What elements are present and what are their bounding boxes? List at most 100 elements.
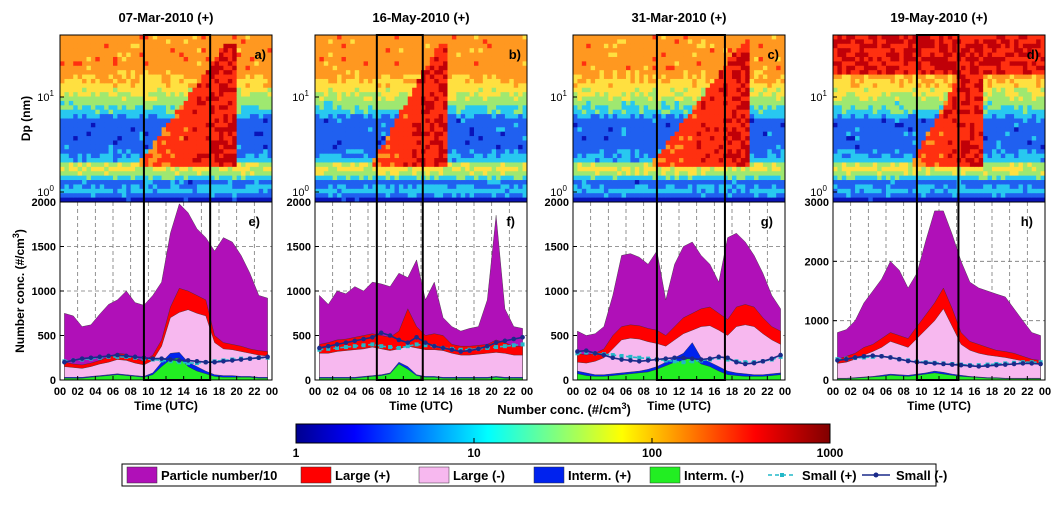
heatmap-cell bbox=[184, 44, 189, 49]
heatmap-cell bbox=[417, 75, 422, 80]
heatmap-cell bbox=[573, 189, 578, 194]
heatmap-cell bbox=[470, 97, 475, 102]
heatmap-cell bbox=[179, 132, 184, 137]
heatmap-cell bbox=[613, 149, 618, 154]
heatmap-cell bbox=[644, 171, 649, 176]
heatmap-cell bbox=[573, 61, 578, 66]
heatmap-cell bbox=[166, 53, 171, 58]
heatmap-cell bbox=[157, 105, 162, 110]
heatmap-cell bbox=[188, 167, 193, 172]
heatmap-cell bbox=[319, 154, 324, 159]
x-tick-label: 08 bbox=[125, 386, 137, 398]
heatmap-cell bbox=[219, 66, 224, 71]
heatmap-cell bbox=[670, 88, 675, 93]
heatmap-cell bbox=[675, 184, 680, 189]
heatmap-cell bbox=[368, 66, 373, 71]
heatmap-cell bbox=[153, 158, 158, 163]
heatmap-cell bbox=[492, 114, 497, 119]
heatmap-cell bbox=[443, 162, 448, 167]
heatmap-cell bbox=[219, 193, 224, 198]
heatmap-cell bbox=[315, 57, 320, 62]
heatmap-cell bbox=[254, 114, 259, 119]
heatmap-cell bbox=[622, 101, 627, 106]
heatmap-cell bbox=[670, 184, 675, 189]
heatmap-cell bbox=[104, 92, 109, 97]
heatmap-cell bbox=[109, 184, 114, 189]
heatmap-cell bbox=[259, 39, 264, 44]
heatmap-cell bbox=[617, 79, 622, 84]
heatmap-cell bbox=[82, 61, 87, 66]
heatmap-cell bbox=[193, 162, 198, 167]
heatmap-cell bbox=[319, 61, 324, 66]
heatmap-cell bbox=[448, 101, 453, 106]
heatmap-cell bbox=[328, 66, 333, 71]
heatmap-cell bbox=[135, 57, 140, 62]
heatmap-cell bbox=[675, 110, 680, 115]
heatmap-cell bbox=[573, 176, 578, 181]
heatmap-cell bbox=[64, 57, 69, 62]
heatmap-cell bbox=[434, 189, 439, 194]
heatmap-cell bbox=[675, 127, 680, 132]
heatmap-cell bbox=[600, 70, 605, 75]
heatmap-cell bbox=[518, 127, 523, 132]
heatmap-cell bbox=[461, 101, 466, 106]
heatmap-cell bbox=[117, 110, 122, 115]
heatmap-cell bbox=[337, 158, 342, 163]
heatmap-cell bbox=[408, 75, 413, 80]
heatmap-cell bbox=[342, 193, 347, 198]
heatmap-cell bbox=[319, 105, 324, 110]
heatmap-cell bbox=[315, 92, 320, 97]
heatmap-cell bbox=[483, 53, 488, 58]
heatmap-cell bbox=[639, 92, 644, 97]
heatmap-cell bbox=[635, 101, 640, 106]
heatmap-cell bbox=[153, 145, 158, 150]
heatmap-cell bbox=[417, 110, 422, 115]
heatmap-cell bbox=[478, 88, 483, 93]
heatmap-cell bbox=[595, 119, 600, 124]
heatmap-cell bbox=[263, 70, 268, 75]
heatmap-cell bbox=[153, 61, 158, 66]
heatmap-cell bbox=[683, 145, 688, 150]
heatmap-cell bbox=[591, 75, 596, 80]
heatmap-cell bbox=[328, 48, 333, 53]
heatmap-cell bbox=[630, 162, 635, 167]
heatmap-cell bbox=[630, 79, 635, 84]
heatmap-cell bbox=[688, 180, 693, 185]
heatmap-cell bbox=[157, 110, 162, 115]
heatmap-cell bbox=[333, 184, 338, 189]
heatmap-cell bbox=[661, 114, 666, 119]
heatmap-cell bbox=[215, 61, 220, 66]
heatmap-cell bbox=[215, 154, 220, 159]
heatmap-cell bbox=[604, 35, 609, 40]
heatmap-cell bbox=[639, 158, 644, 163]
heatmap-cell bbox=[73, 101, 78, 106]
heatmap-cell bbox=[456, 57, 461, 62]
heatmap-cell bbox=[478, 105, 483, 110]
heatmap-cell bbox=[333, 39, 338, 44]
heatmap-cell bbox=[193, 119, 198, 124]
heatmap-cell bbox=[223, 140, 228, 145]
heatmap-cell bbox=[328, 123, 333, 128]
heatmap-cell bbox=[381, 158, 386, 163]
heatmap-cell bbox=[87, 162, 92, 167]
heatmap-cell bbox=[683, 136, 688, 141]
heatmap-cell bbox=[461, 193, 466, 198]
heatmap-cell bbox=[573, 149, 578, 154]
heatmap-cell bbox=[104, 193, 109, 198]
heatmap-cell bbox=[518, 66, 523, 71]
heatmap-cell bbox=[683, 171, 688, 176]
heatmap-cell bbox=[408, 57, 413, 62]
heatmap-cell bbox=[595, 193, 600, 198]
heatmap-cell bbox=[478, 140, 483, 145]
heatmap-cell bbox=[193, 110, 198, 115]
heatmap-cell bbox=[582, 149, 587, 154]
heatmap-cell bbox=[175, 127, 180, 132]
heatmap-cell bbox=[91, 158, 96, 163]
heatmap-cell bbox=[501, 44, 506, 49]
heatmap-cell bbox=[470, 136, 475, 141]
heatmap-cell bbox=[439, 110, 444, 115]
heatmap-cell bbox=[613, 123, 618, 128]
heatmap-cell bbox=[381, 145, 386, 150]
heatmap-cell bbox=[64, 171, 69, 176]
heatmap-cell bbox=[328, 193, 333, 198]
